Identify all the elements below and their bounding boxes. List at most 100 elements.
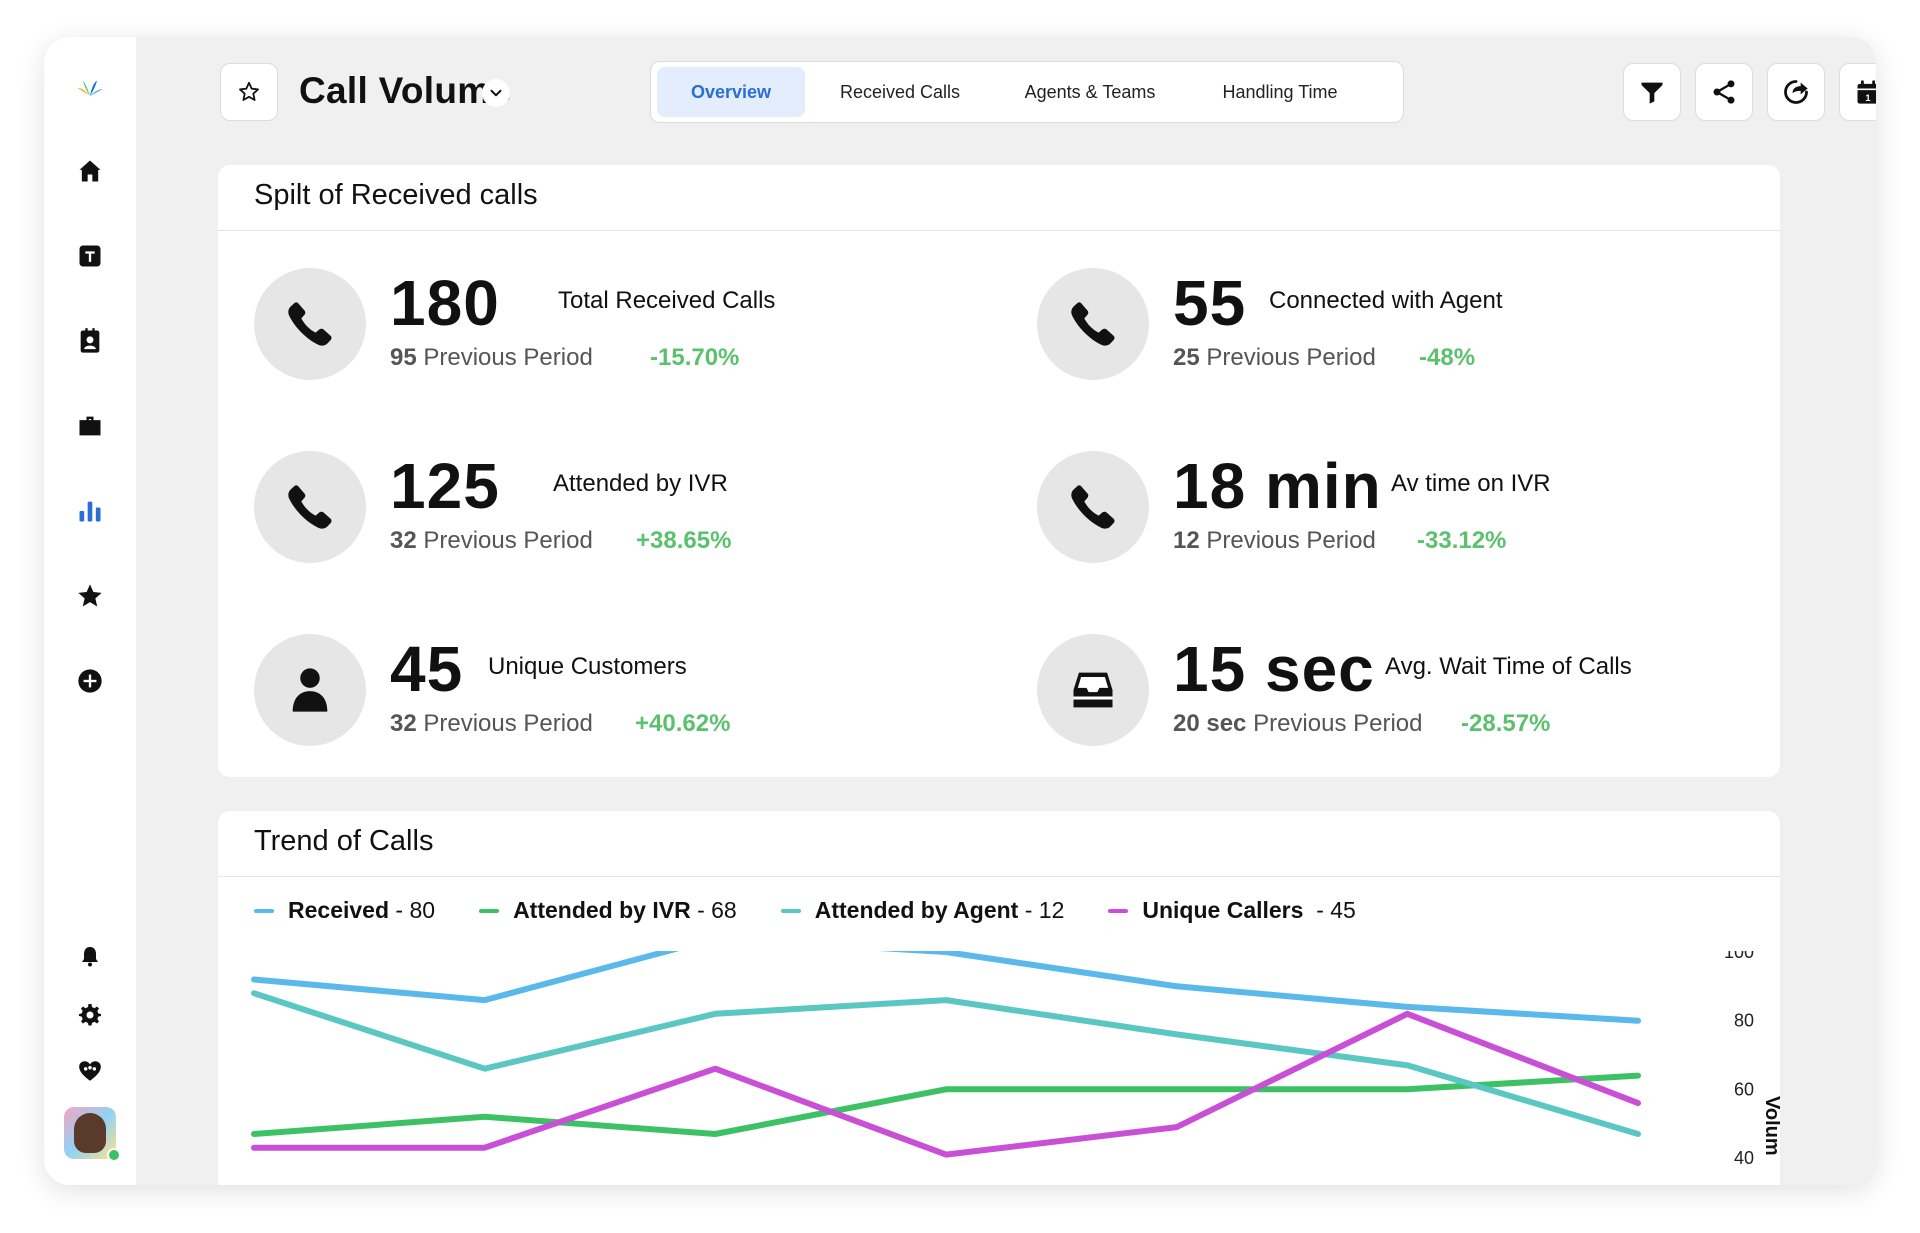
metric-previous: 20 sec Previous Period — [1173, 710, 1423, 738]
phone-icon — [288, 485, 332, 529]
metric-label: Total Received Calls — [558, 287, 776, 314]
bar-chart-icon[interactable] — [70, 491, 110, 531]
series-line-attended-by-ivr[interactable] — [251, 1072, 1641, 1137]
metric-value: 55 — [1173, 267, 1247, 339]
metric-change: -28.57% — [1461, 710, 1551, 737]
app-window: Call Volume Overview Received Calls Agen… — [44, 37, 1876, 1185]
phone-icon — [1071, 485, 1115, 529]
brand-logo-icon[interactable] — [70, 69, 110, 109]
metric-previous: 25 Previous Period — [1173, 344, 1376, 372]
tab-overview[interactable]: Overview — [657, 67, 805, 117]
legend-series-name: Unique Callers — [1142, 897, 1304, 923]
legend-item-attended-ivr[interactable]: Attended by IVR - 68 — [479, 897, 737, 924]
home-icon[interactable] — [70, 151, 110, 191]
legend-series-name: Received — [288, 897, 390, 923]
series-line-received[interactable] — [251, 951, 1641, 1024]
metric-previous: 32 Previous Period — [390, 710, 593, 738]
metric-icon-circle — [254, 268, 366, 380]
calendar-button[interactable]: 1 — [1839, 63, 1876, 121]
briefcase-icon[interactable] — [70, 406, 110, 446]
previous-label: Previous Period — [423, 527, 593, 554]
previous-value: 32 — [390, 710, 417, 737]
add-circle-icon[interactable] — [70, 661, 110, 701]
legend-series-value: 80 — [409, 897, 436, 923]
person-icon — [292, 668, 328, 712]
favorite-button[interactable] — [220, 63, 278, 121]
previous-value: 32 — [390, 527, 417, 554]
online-status-dot — [107, 1148, 121, 1162]
legend-item-received[interactable]: Received - 80 — [254, 897, 435, 924]
metric-value: 180 — [390, 267, 500, 339]
heart-community-icon[interactable] — [70, 1051, 110, 1091]
bell-icon[interactable] — [70, 936, 110, 976]
trend-of-calls-card: Trend of Calls Received - 80 Attended by… — [218, 811, 1780, 1185]
star-icon[interactable] — [70, 576, 110, 616]
text-t-icon[interactable] — [70, 236, 110, 276]
avatar-face — [74, 1113, 106, 1153]
metric-avg-wait-time: 15 sec Avg. Wait Time of Calls 20 sec Pr… — [1037, 633, 1737, 746]
legend-series-name: Attended by Agent — [814, 897, 1019, 923]
previous-value: 20 sec — [1173, 710, 1247, 737]
previous-label: Previous Period — [423, 710, 593, 737]
card-title: Spilt of Received calls — [254, 179, 538, 211]
legend-swatch — [254, 908, 274, 913]
inbox-tray-icon — [1073, 672, 1113, 708]
metric-value: 125 — [390, 450, 500, 522]
metric-label: Connected with Agent — [1269, 287, 1503, 314]
split-received-calls-card: Spilt of Received calls 180 Total Receiv… — [218, 165, 1780, 777]
legend-swatch — [479, 908, 500, 913]
title-dropdown-button[interactable] — [482, 79, 510, 107]
metric-av-time-ivr: 18 min Av time on IVR 12 Previous Period… — [1037, 450, 1737, 563]
card-divider — [218, 230, 1780, 231]
metric-value: 45 — [390, 633, 464, 705]
legend-sep: - — [389, 897, 410, 923]
y-axis-label: Volum — [1761, 1096, 1780, 1156]
legend-item-attended-agent[interactable]: Attended by Agent - 12 — [780, 897, 1065, 924]
y-tick-label: 80 — [1734, 1011, 1754, 1031]
phone-icon — [288, 302, 332, 346]
legend-sep: - — [1303, 897, 1331, 923]
metric-icon-circle — [254, 634, 366, 746]
avatar[interactable] — [64, 1107, 121, 1162]
y-tick-label: 40 — [1734, 1148, 1754, 1168]
legend-item-unique-callers[interactable]: Unique Callers - 45 — [1108, 897, 1356, 924]
tab-agents-teams[interactable]: Agents & Teams — [1024, 81, 1156, 102]
share-icon — [1713, 80, 1735, 104]
sidebar — [44, 37, 136, 1185]
star-outline-icon — [239, 81, 259, 101]
legend-series-name: Attended by IVR — [513, 897, 691, 923]
metric-change: -33.12% — [1417, 527, 1507, 554]
card-divider — [218, 876, 1780, 877]
metric-label: Attended by IVR — [553, 470, 728, 497]
metric-label: Avg. Wait Time of Calls — [1385, 653, 1632, 680]
y-tick-layer: 100 80 60 40 — [1724, 951, 1754, 1168]
gear-icon[interactable] — [70, 994, 110, 1034]
metric-unique-customers: 45 Unique Customers 32 Previous Period +… — [254, 633, 954, 746]
series-layer — [251, 951, 1641, 1158]
header: Call Volume Overview Received Calls Agen… — [136, 37, 1876, 157]
metric-icon-circle — [1037, 634, 1149, 746]
previous-label: Previous Period — [423, 344, 593, 371]
previous-value: 12 — [1173, 527, 1200, 554]
metric-total-received: 180 Total Received Calls 95 Previous Per… — [254, 267, 954, 380]
share-button[interactable] — [1695, 63, 1753, 121]
y-tick-label: 100 — [1724, 951, 1754, 962]
card-title: Trend of Calls — [254, 825, 434, 857]
calendar-icon: 1 — [1857, 80, 1876, 104]
metric-previous: 12 Previous Period — [1173, 527, 1376, 555]
chart-legend: Received - 80 Attended by IVR - 68 Atten… — [254, 897, 1400, 924]
tab-received-calls[interactable]: Received Calls — [839, 81, 961, 102]
previous-label: Previous Period — [1206, 344, 1376, 371]
legend-series-value: 12 — [1038, 897, 1065, 923]
filter-button[interactable] — [1623, 63, 1681, 121]
redo-button[interactable] — [1767, 63, 1825, 121]
metric-value: 18 min — [1173, 450, 1382, 522]
tab-handling-time[interactable]: Handling Time — [1222, 81, 1338, 102]
contact-card-icon[interactable] — [70, 321, 110, 361]
metric-label: Unique Customers — [488, 653, 687, 680]
filter-icon — [1641, 82, 1663, 104]
series-line-attended-by-agent[interactable] — [251, 990, 1641, 1137]
previous-value: 95 — [390, 344, 417, 371]
series-line-unique-callers[interactable] — [251, 1010, 1641, 1158]
metric-label: Av time on IVR — [1391, 470, 1551, 497]
